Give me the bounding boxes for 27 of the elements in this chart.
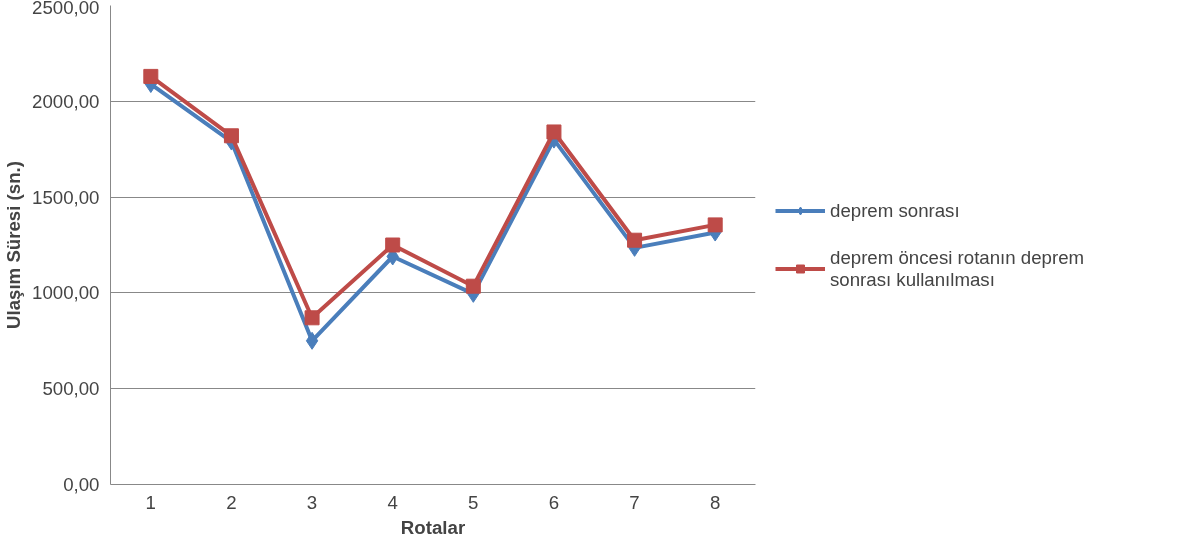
point <box>143 68 159 84</box>
point <box>465 278 481 294</box>
point <box>707 217 723 233</box>
x-tick-label: 3 <box>306 491 318 513</box>
legend-label: deprem öncesi rotanın deprem sonrası kullanılması <box>830 246 1085 290</box>
x-tick-label: 5 <box>468 491 479 513</box>
y-tick-label: 2500,00 <box>32 0 100 18</box>
y-tick-label: 2000,00 <box>32 90 100 112</box>
y-tick-label: 0,00 <box>63 474 100 495</box>
point <box>305 331 319 350</box>
x-tick-label: 8 <box>710 491 721 513</box>
x-tick-label: 1 <box>145 491 157 513</box>
x-tick-label: 4 <box>387 491 398 513</box>
x-tick-label: 7 <box>629 491 640 513</box>
x-tick-label: 6 <box>548 491 560 513</box>
point <box>304 310 320 326</box>
x-tick-label: 2 <box>226 491 237 513</box>
y-axis-title: Ulaşım Süresi (sn.) <box>3 161 25 329</box>
y-tick-label: 1000,00 <box>32 282 100 304</box>
y-tick-label: 1500,00 <box>32 186 100 208</box>
point <box>546 124 562 140</box>
point <box>627 232 643 248</box>
y-tick-label: 500,00 <box>42 378 100 400</box>
x-axis-title: Rotalar <box>400 516 466 538</box>
legend-label: deprem sonrası <box>830 199 960 221</box>
point <box>385 237 401 253</box>
point <box>223 128 239 144</box>
